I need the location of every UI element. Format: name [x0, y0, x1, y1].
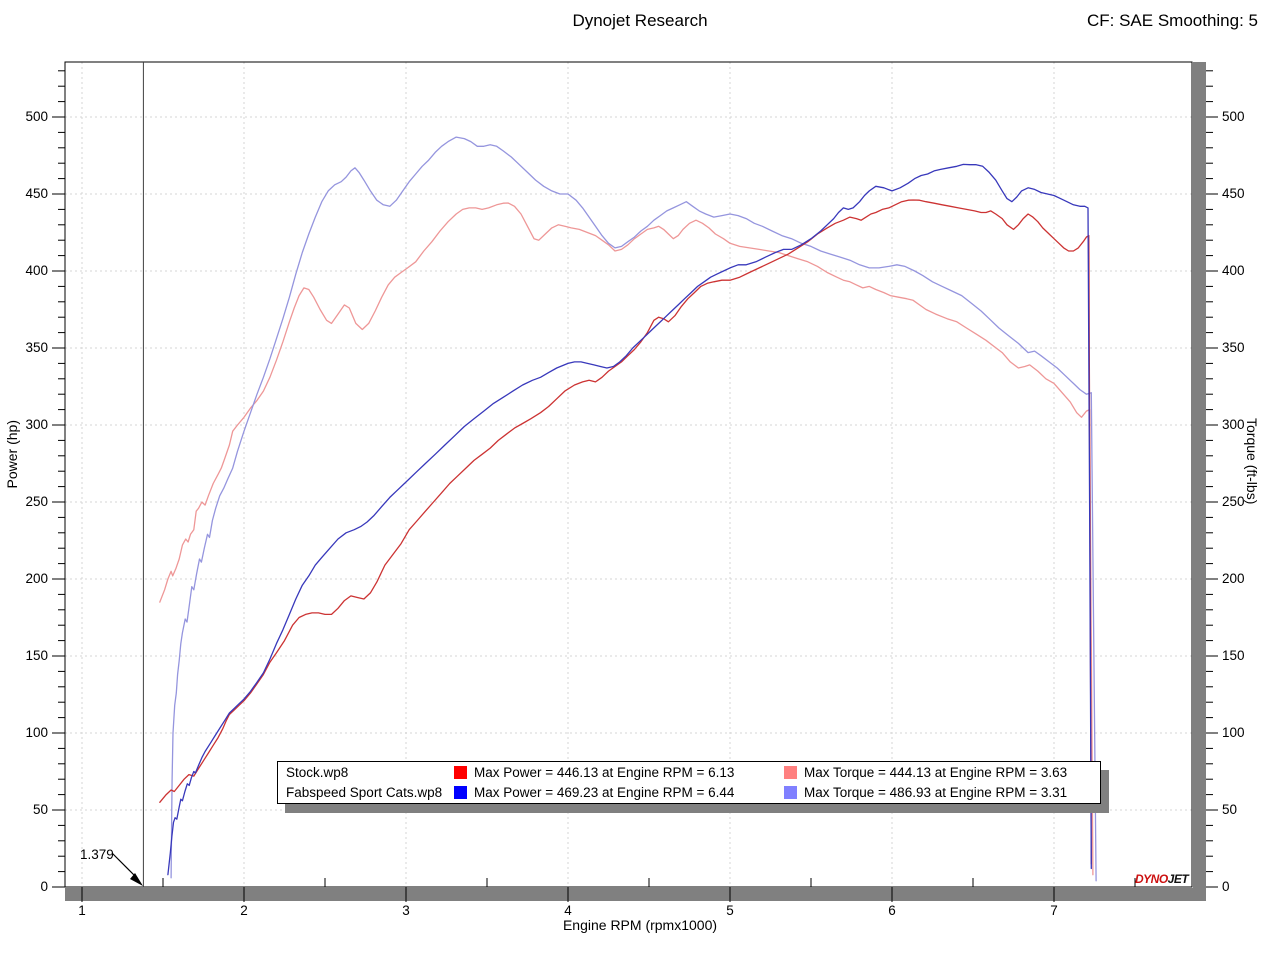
y-right-tick-label: 500	[1222, 109, 1245, 124]
x-axis-label-rpm: Engine RPM (rpmx1000)	[562, 917, 718, 933]
y-left-tick-label: 450	[25, 186, 48, 201]
legend-max-power-text: Max Power = 446.13 at Engine RPM = 6.13	[474, 764, 735, 780]
legend-run-name: Stock.wp8	[286, 764, 349, 780]
y-left-tick-label: 350	[25, 340, 48, 355]
y-right-tick-label: 250	[1222, 494, 1245, 509]
legend-max-torque-text: Max Torque = 444.13 at Engine RPM = 3.63	[804, 764, 1068, 780]
curve-stock-wp8-torque	[159, 202, 1094, 876]
curve-fabspeed-sport-cats-wp8-torque	[170, 136, 1097, 882]
y-left-tick-label: 400	[25, 263, 48, 278]
x-tick-label: 2	[240, 903, 248, 918]
torque-swatch-icon	[784, 765, 797, 779]
annotation-arrow-line	[111, 852, 137, 878]
legend-max-torque-cell: Max Torque = 486.93 at Engine RPM = 3.31	[784, 785, 1067, 800]
y-right-tick-label: 450	[1222, 186, 1245, 201]
rpm-marker-annotation: 1.379	[80, 847, 114, 862]
y-left-tick-label: 0	[40, 879, 48, 894]
curve-stock-wp8-power	[159, 199, 1092, 865]
right-shadow-bar	[1193, 62, 1206, 901]
y-right-tick-label: 100	[1222, 725, 1245, 740]
legend-max-power-cell: Max Power = 446.13 at Engine RPM = 6.13	[454, 765, 784, 780]
x-tick-label: 7	[1050, 903, 1058, 918]
legend-max-torque-text: Max Torque = 486.93 at Engine RPM = 3.31	[804, 785, 1068, 801]
y-right-tick-label: 400	[1222, 263, 1245, 278]
y-left-tick-label: 100	[25, 725, 48, 740]
y-left-tick-label: 500	[25, 109, 48, 124]
dynojet-logo: DYNOJET	[1135, 872, 1189, 886]
y-right-tick-label: 200	[1222, 571, 1245, 586]
y-axis-label-torque: Torque (ft-lbs)	[1244, 418, 1260, 505]
y-right-tick-label: 150	[1222, 648, 1245, 663]
x-tick-label: 5	[726, 903, 734, 918]
legend-max-torque-cell: Max Torque = 444.13 at Engine RPM = 3.63	[784, 765, 1067, 780]
x-tick-label: 4	[564, 903, 572, 918]
dynojet-logo-dyno: DYNO	[1135, 872, 1168, 886]
curve-fabspeed-sport-cats-wp8-power	[167, 163, 1092, 876]
legend-row-fabspeed: Fabspeed Sport Cats.wp8 Max Power = 469.…	[278, 783, 1100, 802]
correction-factor-label: CF: SAE Smoothing: 5	[1086, 11, 1258, 30]
power-swatch-icon	[454, 786, 467, 800]
legend-run-name: Fabspeed Sport Cats.wp8	[286, 785, 443, 801]
y-left-tick-label: 250	[25, 494, 48, 509]
y-right-tick-label: 50	[1222, 802, 1238, 817]
y-left-tick-label: 150	[25, 648, 48, 663]
legend-max-power-text: Max Power = 469.23 at Engine RPM = 6.44	[474, 785, 735, 801]
power-swatch-icon	[454, 765, 467, 779]
x-tick-label: 1	[78, 903, 86, 918]
y-left-tick-label: 300	[25, 417, 48, 432]
page-title: Dynojet Research	[572, 11, 708, 30]
y-right-tick-label: 300	[1222, 417, 1245, 432]
y-right-tick-label: 0	[1222, 879, 1230, 894]
torque-swatch-icon	[784, 786, 797, 800]
x-tick-label: 3	[402, 903, 410, 918]
legend-row-stock: Stock.wp8 Max Power = 446.13 at Engine R…	[278, 763, 1100, 782]
legend-box: Stock.wp8 Max Power = 446.13 at Engine R…	[277, 761, 1101, 804]
y-left-tick-label: 50	[32, 802, 48, 817]
legend-max-power-cell: Max Power = 469.23 at Engine RPM = 6.44	[454, 785, 784, 800]
x-tick-label: 6	[888, 903, 896, 918]
y-right-tick-label: 350	[1222, 340, 1245, 355]
y-left-tick-label: 200	[25, 571, 48, 586]
plot-border	[64, 61, 1193, 888]
dynojet-logo-jet: JET	[1167, 872, 1189, 886]
bottom-shadow-bar	[65, 888, 1206, 901]
annotation-arrow-head	[130, 873, 143, 886]
